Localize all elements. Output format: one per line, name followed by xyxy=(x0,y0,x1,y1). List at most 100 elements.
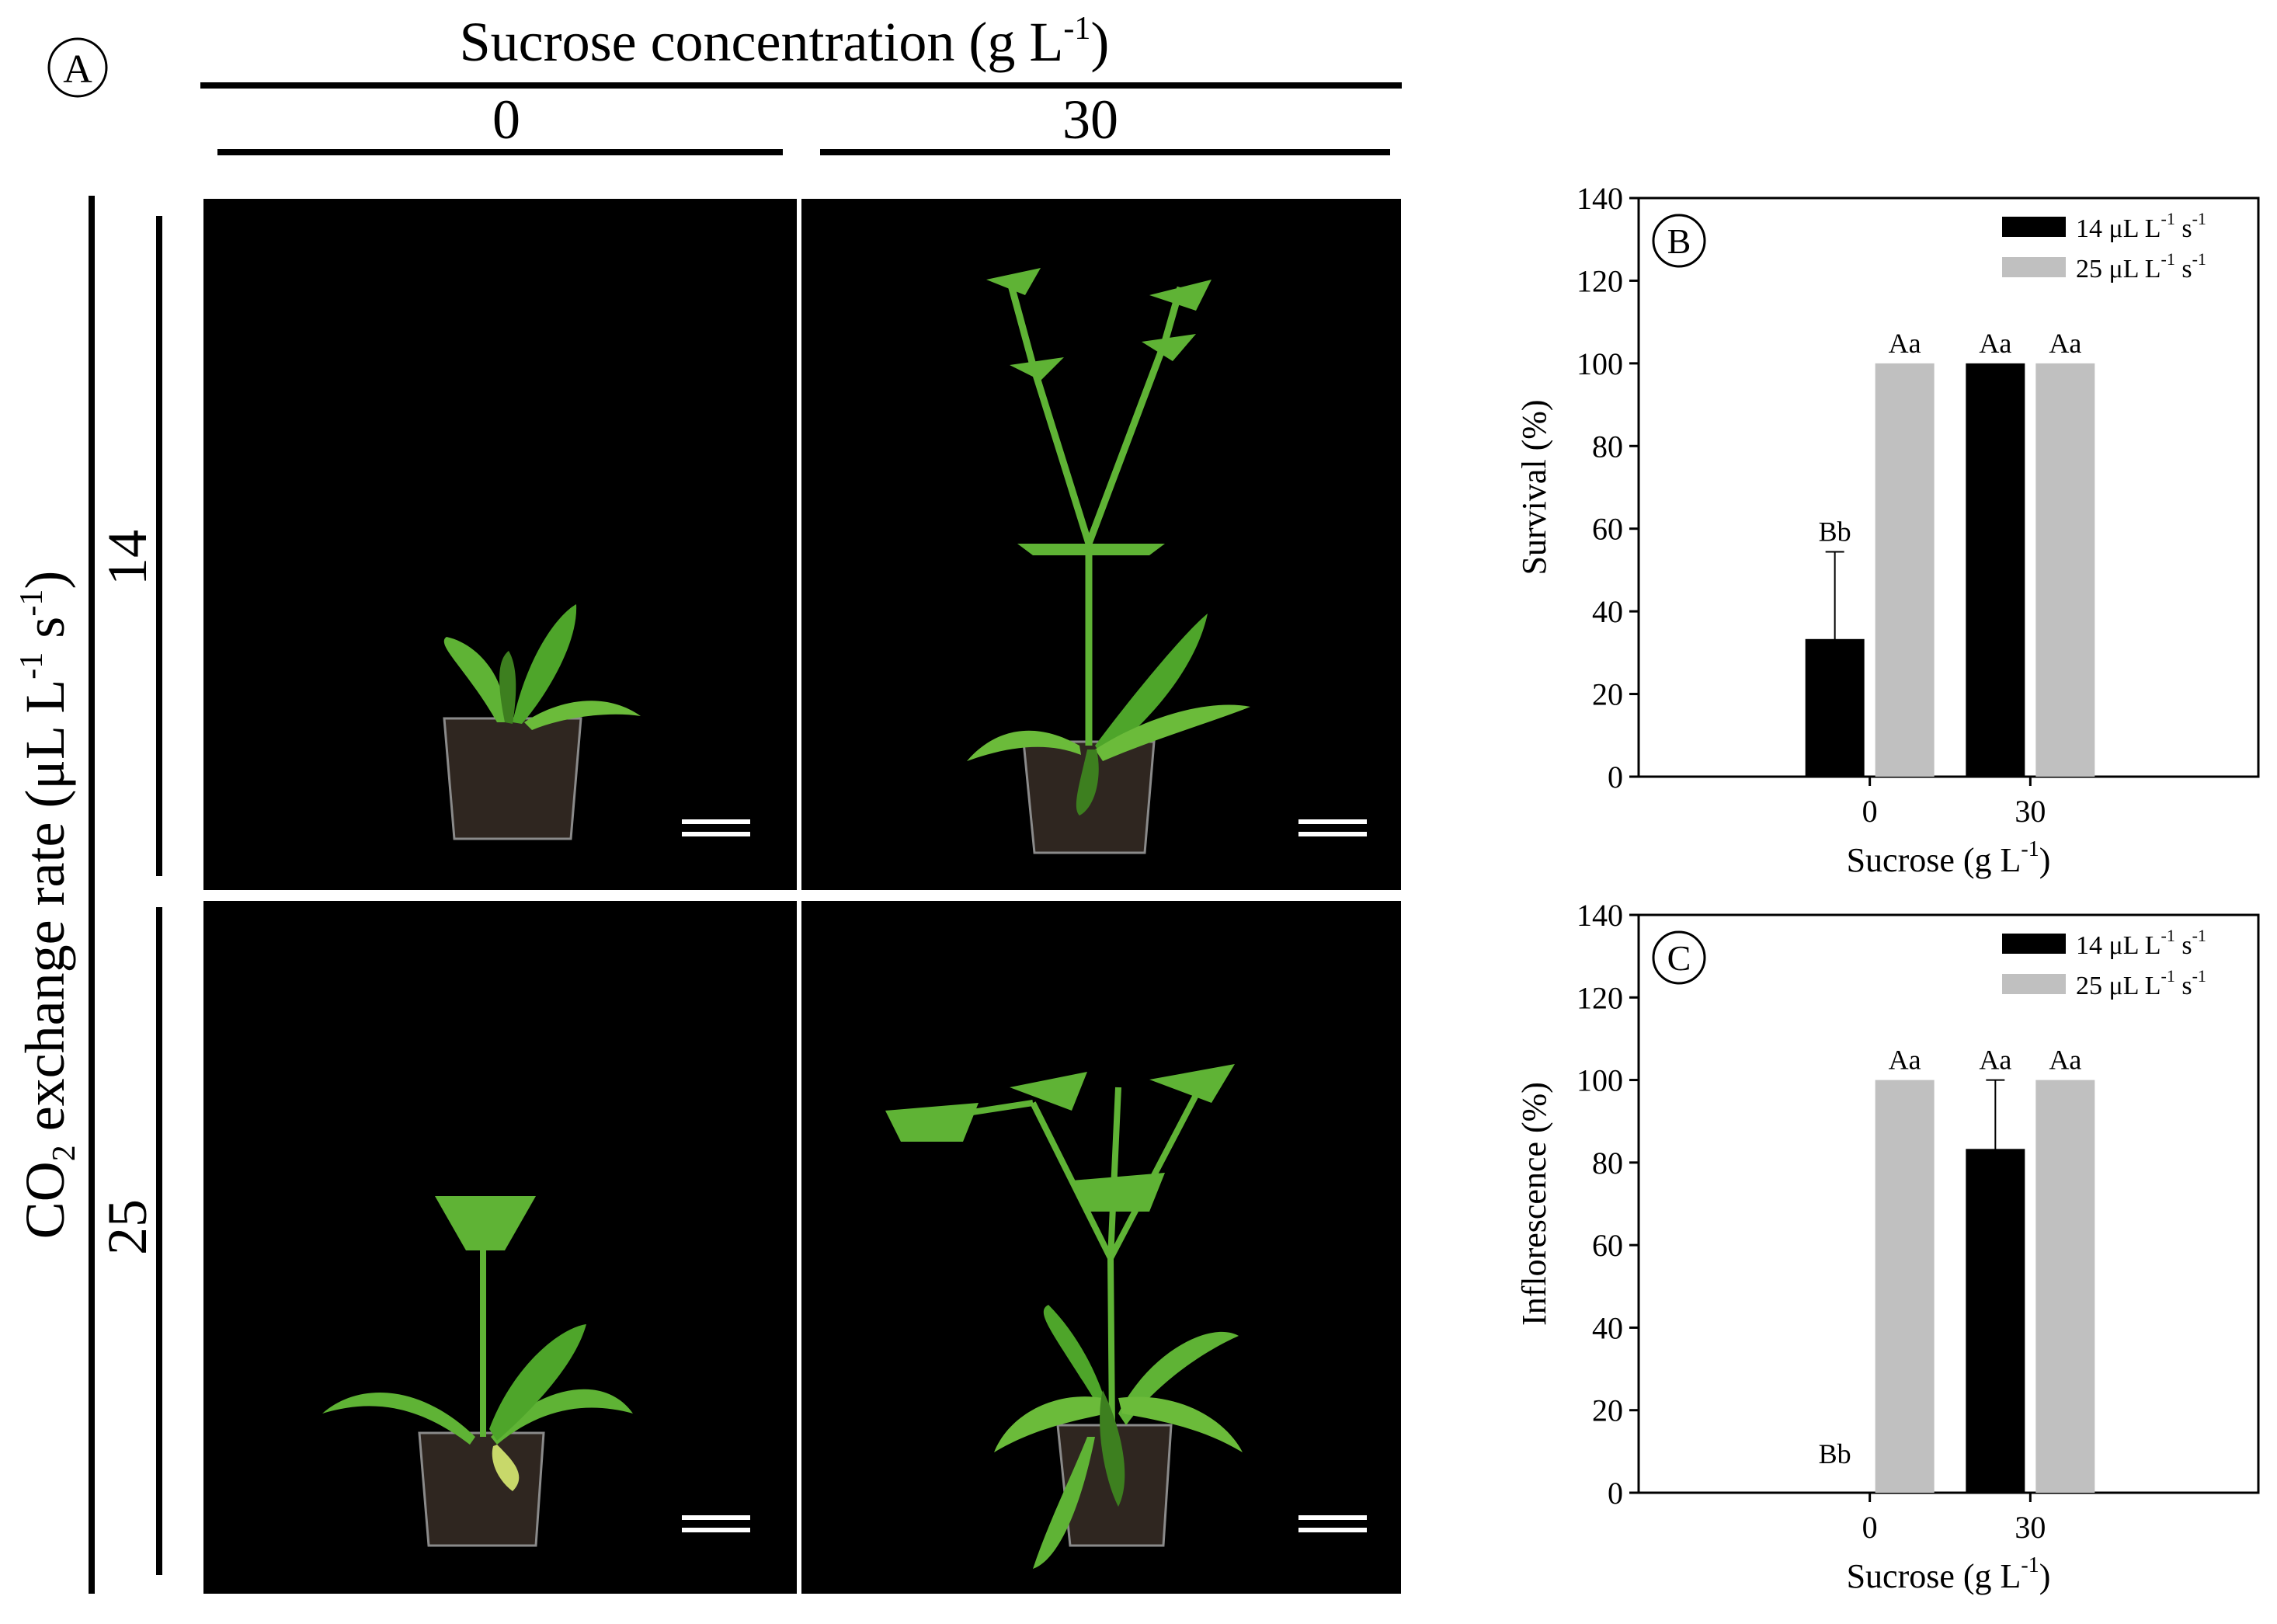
legend-swatch xyxy=(2002,257,2066,277)
panel-label: B xyxy=(1667,221,1691,261)
x-axis-label: Sucrose (g L-1) xyxy=(1847,1553,2051,1595)
leaf xyxy=(1100,1390,1125,1507)
legend-entry-sup: -1 xyxy=(2161,249,2175,269)
bar-co2-25-sucrose-0 xyxy=(1875,363,1935,777)
leaf xyxy=(967,730,1081,761)
y-tick-label: 120 xyxy=(1577,263,1623,298)
significance-letter: Aa xyxy=(1889,328,1921,359)
leaf xyxy=(1095,704,1250,761)
leaf-cluster xyxy=(435,1196,536,1250)
y-tick-label: 120 xyxy=(1577,980,1623,1015)
co2-axis-label-sup2: -1 xyxy=(14,589,50,617)
leaf xyxy=(499,651,516,724)
plant-14-0 xyxy=(443,604,641,840)
plant-14-30 xyxy=(967,268,1250,854)
legend-entry-sup: -1 xyxy=(2161,926,2175,945)
legend-swatch xyxy=(2002,217,2066,237)
y-tick-label: 20 xyxy=(1592,1393,1623,1428)
sucrose-header-text: Sucrose concentration (g L xyxy=(460,11,1064,73)
significance-letter: Bb xyxy=(1819,516,1851,548)
y-tick-label: 80 xyxy=(1592,429,1623,464)
panel-a-label-circle xyxy=(47,37,108,98)
y-axis-label: Inflorescence (%) xyxy=(1515,1082,1553,1326)
leaf-cluster xyxy=(1017,544,1165,555)
leaf xyxy=(1095,614,1208,757)
x-axis-label-sup: -1 xyxy=(2021,837,2039,861)
legend-entry: 14 μL L-1 s-1 xyxy=(2076,209,2206,243)
legend-entry-text: 25 μL L xyxy=(2076,972,2161,1000)
sucrose-header: Sucrose concentration (g L-1) xyxy=(460,11,1110,73)
row-label-14: 14 xyxy=(96,530,158,586)
significance-letter: Aa xyxy=(1979,328,2011,359)
x-tick-label: 30 xyxy=(2015,1510,2046,1545)
y-tick-label: 0 xyxy=(1608,760,1623,795)
pot xyxy=(418,1431,545,1547)
y-tick-label: 40 xyxy=(1592,1310,1623,1345)
leaf-cluster xyxy=(1072,1173,1165,1212)
sucrose-header-sup: -1 xyxy=(1063,11,1090,47)
plant-25-0 xyxy=(322,1196,633,1547)
legend-entry: 14 μL L-1 s-1 xyxy=(2076,926,2206,960)
leaf xyxy=(994,1396,1107,1452)
x-tick-label: 0 xyxy=(1862,1510,1878,1545)
plot-frame xyxy=(1637,196,2260,778)
stem xyxy=(1006,278,1184,746)
co2-axis-label-b: exchange rate (μL L xyxy=(14,680,76,1146)
co2-axis-label-sub: 2 xyxy=(47,1145,82,1161)
photo-14-0 xyxy=(203,199,797,890)
col-label-30: 30 xyxy=(1062,89,1118,151)
panel-label-circle xyxy=(1652,214,1706,268)
co2-axis-label-a: CO xyxy=(14,1161,76,1239)
y-tick-label: 140 xyxy=(1577,181,1623,216)
x-axis-label-close: ) xyxy=(2039,1557,2051,1595)
y-tick-label: 100 xyxy=(1577,1063,1623,1098)
legend-entry-sup: -1 xyxy=(2192,966,2206,986)
bar-co2-25-sucrose-0 xyxy=(1875,1080,1935,1493)
leaf xyxy=(1043,1305,1111,1421)
panel-a-label: A xyxy=(63,47,92,92)
y-tick-label: 0 xyxy=(1608,1476,1623,1511)
photo-25-0 xyxy=(203,901,797,1594)
leaf xyxy=(443,637,506,722)
bar-co2-14-sucrose-30 xyxy=(1966,363,2025,777)
leaf xyxy=(524,701,641,730)
leaf-cluster xyxy=(1010,1072,1087,1111)
legend-entry-mid: s xyxy=(2175,214,2192,243)
legend-entry-text: 25 μL L xyxy=(2076,255,2161,283)
bar-co2-25-sucrose-30 xyxy=(2035,1080,2095,1493)
y-axis-label: Survival (%) xyxy=(1515,399,1553,575)
leaf-cluster xyxy=(1149,280,1212,311)
photo-14-30 xyxy=(801,199,1401,890)
leaf xyxy=(491,1389,633,1445)
significance-letter: Aa xyxy=(2049,328,2081,359)
significance-letter: Aa xyxy=(1889,1045,1921,1076)
y-tick-label: 60 xyxy=(1592,1228,1623,1263)
significance-letter: Aa xyxy=(2049,1045,2081,1076)
legend-entry-sup: -1 xyxy=(2192,249,2206,269)
leaf xyxy=(322,1392,475,1445)
panel-label: C xyxy=(1667,938,1691,978)
legend-entry-sup: -1 xyxy=(2192,209,2206,228)
leaf-cluster xyxy=(885,1103,979,1142)
leaf xyxy=(1033,1437,1095,1569)
leaf-cluster xyxy=(1149,1064,1235,1103)
leaf xyxy=(1076,749,1099,815)
leaf xyxy=(492,1445,520,1491)
legend-entry-sup: -1 xyxy=(2192,926,2206,945)
co2-axis-label: CO2 exchange rate (μL L-1 s-1) xyxy=(14,571,82,1240)
legend-entry: 25 μL L-1 s-1 xyxy=(2076,966,2206,1000)
x-tick-label: 0 xyxy=(1862,794,1878,829)
chart-inflorescence: 0 20 40 60 80 100 120 140 Inflorescence (%) 0 Bb Aa… xyxy=(1515,898,2260,1595)
significance-letter: Bb xyxy=(1819,1438,1851,1469)
leaf-cluster xyxy=(986,268,1041,295)
chart-survival: 0 20 40 60 80 100 120 140 Survival (%) 0 Bb Aa 30 Aa A… xyxy=(1515,181,2260,879)
y-tick-label: 140 xyxy=(1577,898,1623,933)
photo-25-30 xyxy=(801,901,1401,1594)
co2-axis-label-d: ) xyxy=(14,571,76,589)
x-axis-label-close: ) xyxy=(2039,841,2051,879)
plant-25-30 xyxy=(885,1064,1243,1569)
x-axis-label-text: Sucrose (g L xyxy=(1847,1557,2021,1595)
row-label-25: 25 xyxy=(96,1199,158,1255)
legend-entry: 25 μL L-1 s-1 xyxy=(2076,249,2206,283)
